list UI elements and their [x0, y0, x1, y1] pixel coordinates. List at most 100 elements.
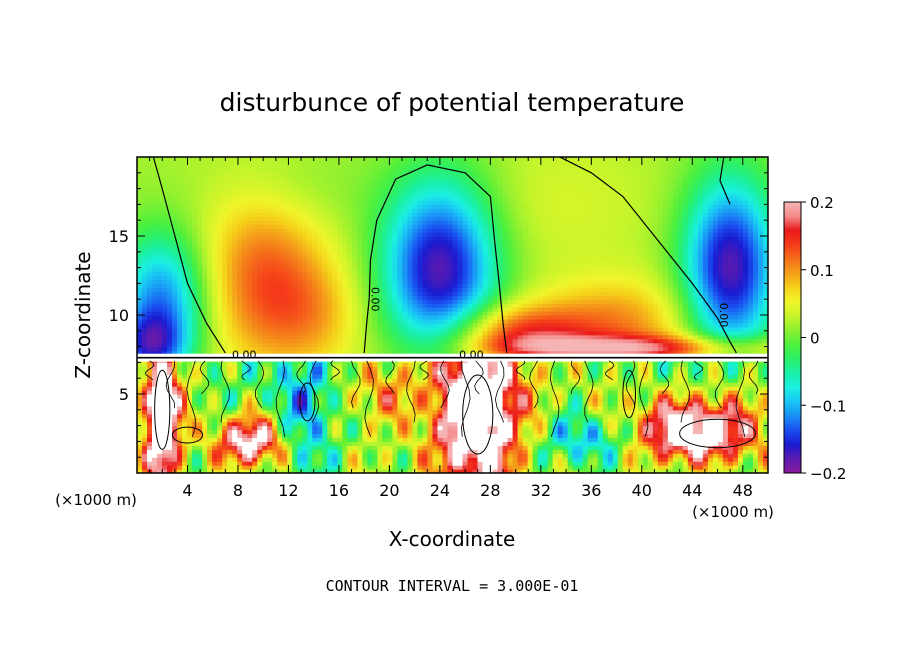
- heatmap-cell: [337, 469, 343, 473]
- heatmap-cell: [337, 413, 343, 419]
- heatmap-cell: [312, 334, 318, 340]
- heatmap-cell: [272, 236, 278, 241]
- heatmap-cell: [212, 271, 218, 277]
- heatmap-cell: [327, 164, 333, 170]
- heatmap-cell: [357, 232, 363, 237]
- heatmap-cell: [387, 196, 394, 202]
- heatmap-cell: [172, 299, 178, 304]
- heatmap-cell: [137, 378, 143, 383]
- heatmap-cell: [332, 243, 338, 249]
- heatmap-cell: [197, 397, 203, 403]
- heatmap-cell: [237, 350, 243, 356]
- heatmap-cell: [227, 200, 233, 205]
- heatmap-cell: [322, 228, 328, 233]
- heatmap-cell: [167, 382, 173, 387]
- heatmap-cell: [317, 220, 323, 225]
- heatmap-cell: [157, 200, 163, 205]
- heatmap-cell: [187, 168, 193, 174]
- heatmap-cell: [362, 429, 368, 435]
- heatmap-cell: [217, 378, 223, 383]
- heatmap-cell: [202, 279, 208, 284]
- heatmap-cell: [412, 247, 419, 253]
- heatmap-cell: [322, 224, 328, 229]
- heatmap-cell: [257, 160, 263, 166]
- heatmap-cell: [267, 461, 273, 466]
- heatmap-cell: [372, 303, 378, 308]
- heatmap-cell: [232, 303, 238, 308]
- heatmap-cell: [407, 291, 414, 296]
- heatmap-cell: [437, 461, 444, 466]
- heatmap-cell: [387, 228, 394, 233]
- heatmap-cell: [402, 287, 409, 292]
- heatmap-cell: [327, 243, 333, 249]
- heatmap-cell: [277, 433, 283, 439]
- heatmap-cell: [242, 445, 248, 450]
- heatmap-cell: [342, 232, 348, 237]
- heatmap-cell: [327, 200, 333, 205]
- heatmap-cell: [372, 172, 378, 178]
- heatmap-cell: [422, 247, 429, 253]
- heatmap-cell: [207, 263, 213, 269]
- heatmap-cell: [282, 204, 288, 209]
- heatmap-cell: [412, 366, 419, 371]
- heatmap-cell: [137, 160, 143, 166]
- heatmap-cell: [392, 326, 399, 332]
- heatmap-cell: [397, 413, 404, 419]
- heatmap-cell: [202, 441, 208, 446]
- heatmap-cell: [137, 247, 143, 253]
- heatmap-cell: [172, 338, 178, 344]
- heatmap-cell: [227, 220, 233, 225]
- heatmap-cell: [332, 425, 338, 431]
- heatmap-cell: [387, 160, 394, 166]
- heatmap-cell: [442, 160, 449, 166]
- heatmap-cell: [177, 437, 183, 442]
- heatmap-cell: [442, 338, 449, 344]
- heatmap-cell: [322, 196, 328, 202]
- heatmap-cell: [262, 315, 268, 320]
- heatmap-cell: [447, 405, 454, 411]
- heatmap-cell: [287, 208, 293, 213]
- heatmap-cell: [227, 212, 233, 217]
- heatmap-cell: [212, 157, 218, 162]
- heatmap-cell: [357, 160, 363, 166]
- heatmap-cell: [147, 267, 153, 273]
- heatmap-cell: [312, 350, 318, 356]
- heatmap-cell: [197, 172, 203, 178]
- heatmap-cell: [327, 433, 333, 439]
- heatmap-cell: [192, 326, 198, 332]
- heatmap-cell: [182, 204, 188, 209]
- heatmap-cell: [427, 417, 434, 423]
- heatmap-cell: [432, 350, 439, 356]
- heatmap-cell: [177, 299, 183, 304]
- heatmap-cell: [257, 299, 263, 304]
- heatmap-cell: [392, 370, 399, 375]
- heatmap-cell: [147, 397, 153, 403]
- heatmap-cell: [267, 394, 273, 399]
- heatmap-cell: [397, 188, 404, 194]
- heatmap-cell: [277, 315, 283, 320]
- heatmap-cell: [252, 461, 258, 466]
- heatmap-cell: [407, 433, 414, 439]
- heatmap-cell: [412, 445, 419, 450]
- heatmap-cell: [317, 461, 323, 466]
- heatmap-cell: [262, 417, 268, 423]
- heatmap-cell: [167, 318, 173, 324]
- heatmap-cell: [262, 283, 268, 288]
- heatmap-cell: [282, 255, 288, 261]
- heatmap-cell: [322, 326, 328, 332]
- heatmap-cell: [247, 263, 253, 269]
- heatmap-cell: [322, 374, 328, 379]
- heatmap-cell: [237, 346, 243, 352]
- heatmap-cell: [342, 279, 348, 284]
- heatmap-cell: [337, 192, 343, 198]
- heatmap-cell: [152, 322, 158, 328]
- heatmap-cell: [177, 184, 183, 190]
- heatmap-cell: [442, 409, 449, 415]
- heatmap-cell: [412, 461, 419, 466]
- heatmap-cell: [402, 441, 409, 446]
- heatmap-cell: [422, 417, 429, 423]
- heatmap-cell: [352, 397, 358, 403]
- heatmap-cell: [152, 433, 158, 439]
- heatmap-cell: [167, 251, 173, 257]
- heatmap-cell: [152, 157, 158, 162]
